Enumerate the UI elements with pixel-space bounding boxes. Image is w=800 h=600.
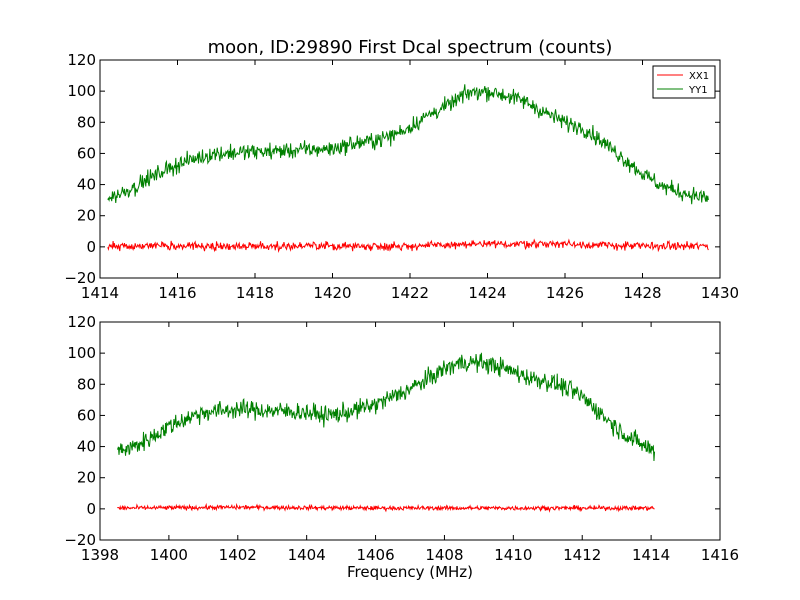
x-tick-label: 1408 (425, 546, 463, 564)
x-tick-label: 1414 (632, 546, 670, 564)
x-tick-label: 1414 (81, 284, 119, 302)
series-line-xx1 (107, 238, 709, 254)
subplot-1: 1414 1416 1418 1420 1422 1424 1426 1428 1430 −20 0… (64, 51, 739, 302)
y-tick-label: 40 (77, 176, 96, 194)
x-tick-label: 1416 (701, 546, 739, 564)
x-tick-label: 1424 (468, 284, 506, 302)
y-tick-label: 40 (77, 438, 96, 456)
y-tick-label: 100 (67, 82, 96, 100)
x-tick-label: 1420 (313, 284, 351, 302)
y-tick-label: 80 (77, 375, 96, 393)
y-tick-label: 80 (77, 113, 96, 131)
x-tick-label: 1406 (356, 546, 394, 564)
y-tick-label: 120 (67, 313, 96, 331)
series-line-xx1 (117, 502, 655, 513)
y-tick-label: 120 (67, 51, 96, 69)
legend-label-yy1: YY1 (688, 85, 708, 96)
y-tick-label: 0 (86, 238, 96, 256)
legend-box (652, 65, 716, 99)
x-tick-label: 1422 (391, 284, 429, 302)
x-tick-label: 1400 (150, 546, 188, 564)
x-tick-label: 1398 (81, 546, 119, 564)
x-tick-label: 1426 (546, 284, 584, 302)
axes-layer: 1414 1416 1418 1420 1422 1424 1426 1428 1430 −20 0… (64, 51, 739, 581)
y-tick-label: 60 (77, 406, 96, 424)
axes-frame (99, 321, 721, 541)
x-tick-label: 1412 (563, 546, 601, 564)
x-tick-label: 1418 (236, 284, 274, 302)
x-tick-label: 1404 (288, 546, 326, 564)
x-tick-label: 1428 (623, 284, 661, 302)
y-tick-label: 20 (77, 469, 96, 487)
chart-title: moon, ID:29890 First Dcal spectrum (coun… (208, 37, 613, 58)
x-tick-label: 1430 (701, 284, 739, 302)
y-tick-label: −20 (64, 269, 96, 287)
series-line-yy1 (107, 84, 709, 205)
x-tick-label: 1416 (158, 284, 196, 302)
y-tick-label: 0 (86, 500, 96, 518)
series-line-yy1 (116, 352, 656, 461)
legend-label-xx1: XX1 (689, 71, 709, 82)
y-tick-label: 100 (67, 344, 96, 362)
subplot-2: 1398 1400 1402 1404 1406 1408 1410 1412 1414 1416… (64, 313, 739, 581)
x-axis-label: Frequency (MHz) (347, 563, 473, 581)
y-tick-label: 60 (77, 144, 96, 162)
x-tick-label: 1410 (494, 546, 532, 564)
y-tick-label: 20 (77, 207, 96, 225)
x-tick-label: 1402 (219, 546, 257, 564)
y-tick-label: −20 (64, 531, 96, 549)
